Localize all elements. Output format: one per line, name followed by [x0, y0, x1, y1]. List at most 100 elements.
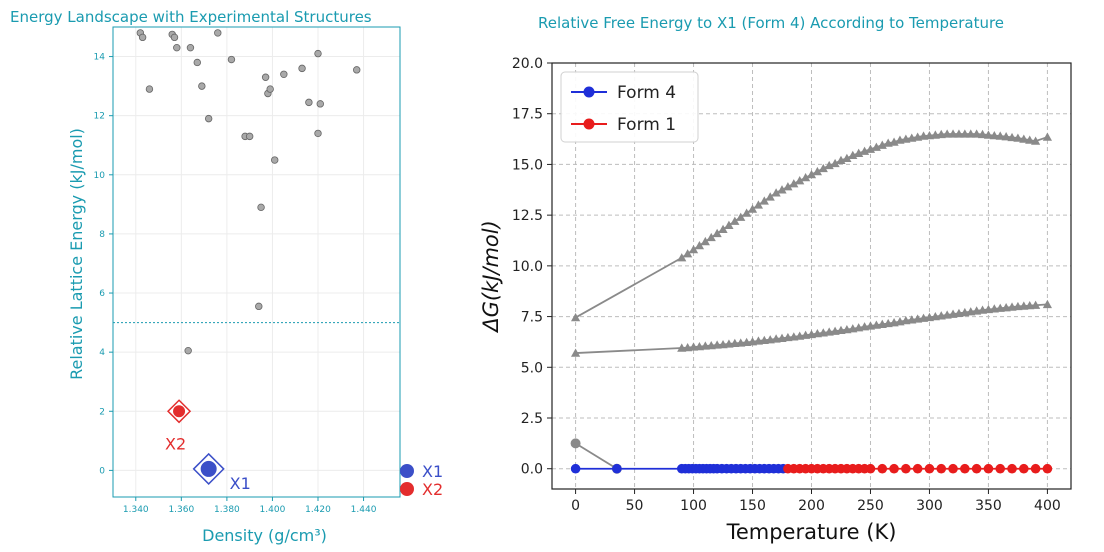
free-energy-chart: 0 50 100 150 200 250 300 350 400 0.0 2.5 5.0 7.5 10.0…	[479, 56, 1072, 544]
highlight-point-x2	[173, 405, 186, 418]
right-x-tick-label: 150	[739, 498, 766, 514]
right-x-tick-label: 300	[916, 498, 943, 514]
series-3-marker	[730, 216, 740, 225]
left-y-tick-label: 6	[99, 289, 105, 299]
highlight-point-x1	[200, 460, 217, 477]
structure-point	[305, 98, 313, 107]
series-1-marker	[865, 463, 876, 474]
right-y-tick-label: 7.5	[521, 310, 543, 326]
series-3-marker	[724, 220, 734, 229]
series-3-marker	[742, 208, 752, 217]
series-3-marker	[995, 131, 1005, 140]
series-3-marker	[789, 179, 799, 188]
series-3-marker	[570, 312, 581, 322]
series-3-marker	[677, 253, 687, 262]
structure-point	[145, 85, 154, 93]
series-3-marker	[706, 232, 716, 242]
right-x-tick-label: 350	[975, 498, 1002, 514]
series-3-marker	[694, 240, 705, 250]
series-3-marker	[777, 185, 787, 194]
series-3-marker	[736, 212, 746, 221]
series-1-marker	[936, 463, 947, 474]
series-1-marker	[877, 463, 888, 474]
right-y-tick-label: 17.5	[512, 107, 543, 123]
series-1-marker	[1019, 463, 1029, 474]
series-3-marker	[818, 163, 828, 173]
series-3-marker	[712, 228, 722, 238]
highlight-label-x2: X2	[165, 434, 186, 453]
left-y-axis-label: Relative Lattice Energy (kJ/mol)	[67, 128, 86, 380]
right-legend-marker	[583, 86, 595, 98]
structure-point	[138, 33, 147, 42]
structure-point	[353, 66, 361, 74]
left-plot-frame	[112, 26, 401, 498]
series-3-marker	[830, 158, 840, 168]
series-1-marker	[995, 463, 1006, 474]
series-1-marker	[960, 463, 970, 474]
series-3-marker	[765, 192, 775, 201]
left-y-tick-label: 8	[99, 230, 105, 240]
series-3-marker	[771, 188, 781, 197]
series-1-marker	[1007, 463, 1017, 474]
series-3-marker	[966, 129, 976, 138]
structure-point	[184, 346, 192, 355]
structure-point	[245, 132, 254, 141]
series-3-marker	[688, 245, 699, 254]
right-chart-title: Relative Free Energy to X1 (Form 4) Acco…	[538, 14, 1005, 32]
structure-point	[193, 58, 201, 67]
series-3-marker	[989, 131, 999, 140]
series-0-marker	[612, 463, 622, 474]
series-3-marker	[1019, 134, 1029, 143]
right-y-tick-label: 10.0	[512, 259, 543, 275]
structure-point	[314, 129, 322, 138]
structure-point	[204, 114, 213, 123]
series-3-marker	[1001, 132, 1011, 141]
left-y-tick-label: 12	[94, 112, 105, 122]
series-3-marker	[759, 196, 769, 205]
series-4-marker	[570, 348, 581, 357]
structure-point	[266, 85, 274, 93]
structure-point	[170, 33, 179, 42]
structure-point	[257, 203, 265, 212]
right-legend-label: Form 4	[617, 83, 676, 103]
series-3-marker	[812, 166, 822, 176]
left-x-tick-label: 1.400	[260, 505, 286, 515]
series-3-marker	[948, 129, 958, 138]
series-line-2	[575, 442, 618, 470]
series-3-marker	[1042, 132, 1053, 141]
series-3-marker	[842, 153, 852, 163]
left-legend-marker-x2	[400, 482, 414, 496]
left-x-axis-label: Density (g/cm³)	[202, 526, 327, 545]
structure-point	[255, 302, 263, 311]
right-y-tick-label: 5.0	[521, 360, 543, 376]
series-3-marker	[801, 173, 811, 182]
left-y-tick-label: 0	[99, 466, 105, 476]
series-1-marker	[889, 463, 899, 474]
series-3-marker	[983, 130, 994, 139]
left-x-tick-label: 1.440	[351, 505, 377, 515]
energy-landscape-panel: Energy Landscape with Experimental Struc…	[0, 0, 470, 552]
series-3-marker	[753, 200, 764, 209]
right-legend-marker	[583, 118, 595, 130]
series-3-marker	[942, 129, 952, 138]
series-0-marker	[570, 463, 581, 474]
series-3-marker	[747, 204, 758, 213]
left-y-tick-label: 10	[94, 171, 106, 181]
series-3-marker	[960, 129, 970, 138]
right-x-axis-label: Temperature (K)	[726, 520, 897, 544]
left-legend-label-x1: X1	[422, 462, 443, 481]
series-1-marker	[1030, 463, 1041, 474]
series-1-marker	[924, 463, 935, 474]
structure-point	[314, 49, 322, 58]
left-chart-title: Energy Landscape with Experimental Struc…	[10, 8, 372, 26]
series-3-marker	[783, 182, 793, 191]
left-x-tick-label: 1.360	[168, 505, 194, 515]
structure-point	[261, 73, 270, 81]
left-x-tick-label: 1.380	[214, 505, 240, 515]
right-x-tick-label: 200	[798, 498, 825, 514]
series-4-marker	[1042, 299, 1053, 309]
series-1-marker	[912, 463, 923, 474]
series-1-marker	[983, 463, 994, 474]
left-legend-marker-x1	[400, 464, 414, 478]
right-y-tick-label: 2.5	[521, 411, 543, 427]
